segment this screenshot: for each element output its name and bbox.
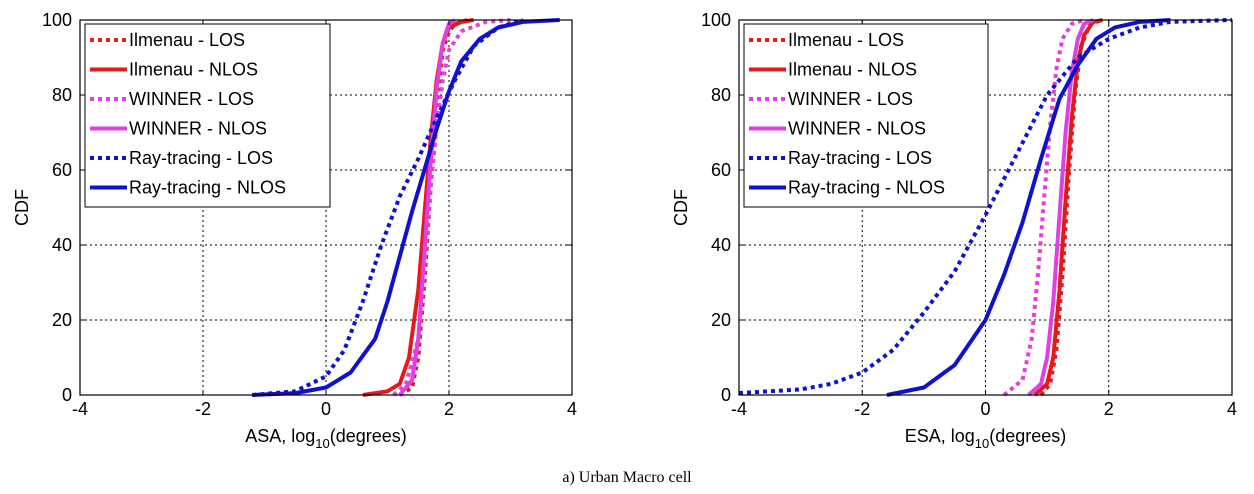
legend-label-2: Ilmenau - NLOS xyxy=(788,60,917,80)
y-tick-label: 0 xyxy=(721,385,731,405)
x-tick-label: -4 xyxy=(72,399,88,419)
x-tick-label: 0 xyxy=(321,399,331,419)
legend-label-4: WINNER - NLOS xyxy=(129,119,267,139)
y-tick-label: 80 xyxy=(711,85,731,105)
y-tick-label: 40 xyxy=(52,235,72,255)
figure-caption: a) Urban Macro cell xyxy=(0,469,1254,487)
y-tick-label: 80 xyxy=(52,85,72,105)
y-axis-label: CDF xyxy=(12,189,32,226)
legend-label-6: Ray-tracing - NLOS xyxy=(788,178,945,198)
legend: Ilmenau - LOS Ilmenau - NLOS WINNER - LOS W… xyxy=(85,24,330,207)
y-tick-label: 40 xyxy=(711,235,731,255)
legend-label-1: Ilmenau - LOS xyxy=(129,30,245,50)
x-tick-label: 2 xyxy=(444,399,454,419)
x-axis-label: ESA, log10(degrees) xyxy=(905,426,1067,451)
x-tick-label: 4 xyxy=(1227,399,1237,419)
legend-label-6: Ray-tracing - NLOS xyxy=(129,178,286,198)
y-tick-label: 0 xyxy=(62,385,72,405)
legend-label-3: WINNER - LOS xyxy=(788,89,913,109)
legend-label-5: Ray-tracing - LOS xyxy=(129,148,273,168)
x-tick-label: -2 xyxy=(195,399,211,419)
x-axis-label: ASA, log10(degrees) xyxy=(245,426,407,451)
x-tick-label: 2 xyxy=(1104,399,1114,419)
y-tick-label: 20 xyxy=(711,310,731,330)
y-tick-label: 100 xyxy=(701,10,731,30)
legend: Ilmenau - LOS Ilmenau - NLOS WINNER - LOS W… xyxy=(744,24,988,207)
x-tick-label: -4 xyxy=(731,399,747,419)
legend-label-3: WINNER - LOS xyxy=(129,89,254,109)
y-tick-label: 20 xyxy=(52,310,72,330)
y-tick-label: 60 xyxy=(711,160,731,180)
x-tick-label: 0 xyxy=(980,399,990,419)
legend-label-2: Ilmenau - NLOS xyxy=(129,60,258,80)
legend-label-1: Ilmenau - LOS xyxy=(788,30,904,50)
legend-label-4: WINNER - NLOS xyxy=(788,119,926,139)
y-tick-label: 60 xyxy=(52,160,72,180)
legend-label-5: Ray-tracing - LOS xyxy=(788,148,932,168)
x-tick-label: -2 xyxy=(854,399,870,419)
y-axis-label: CDF xyxy=(671,189,691,226)
y-tick-label: 100 xyxy=(42,10,72,30)
x-tick-label: 4 xyxy=(567,399,577,419)
